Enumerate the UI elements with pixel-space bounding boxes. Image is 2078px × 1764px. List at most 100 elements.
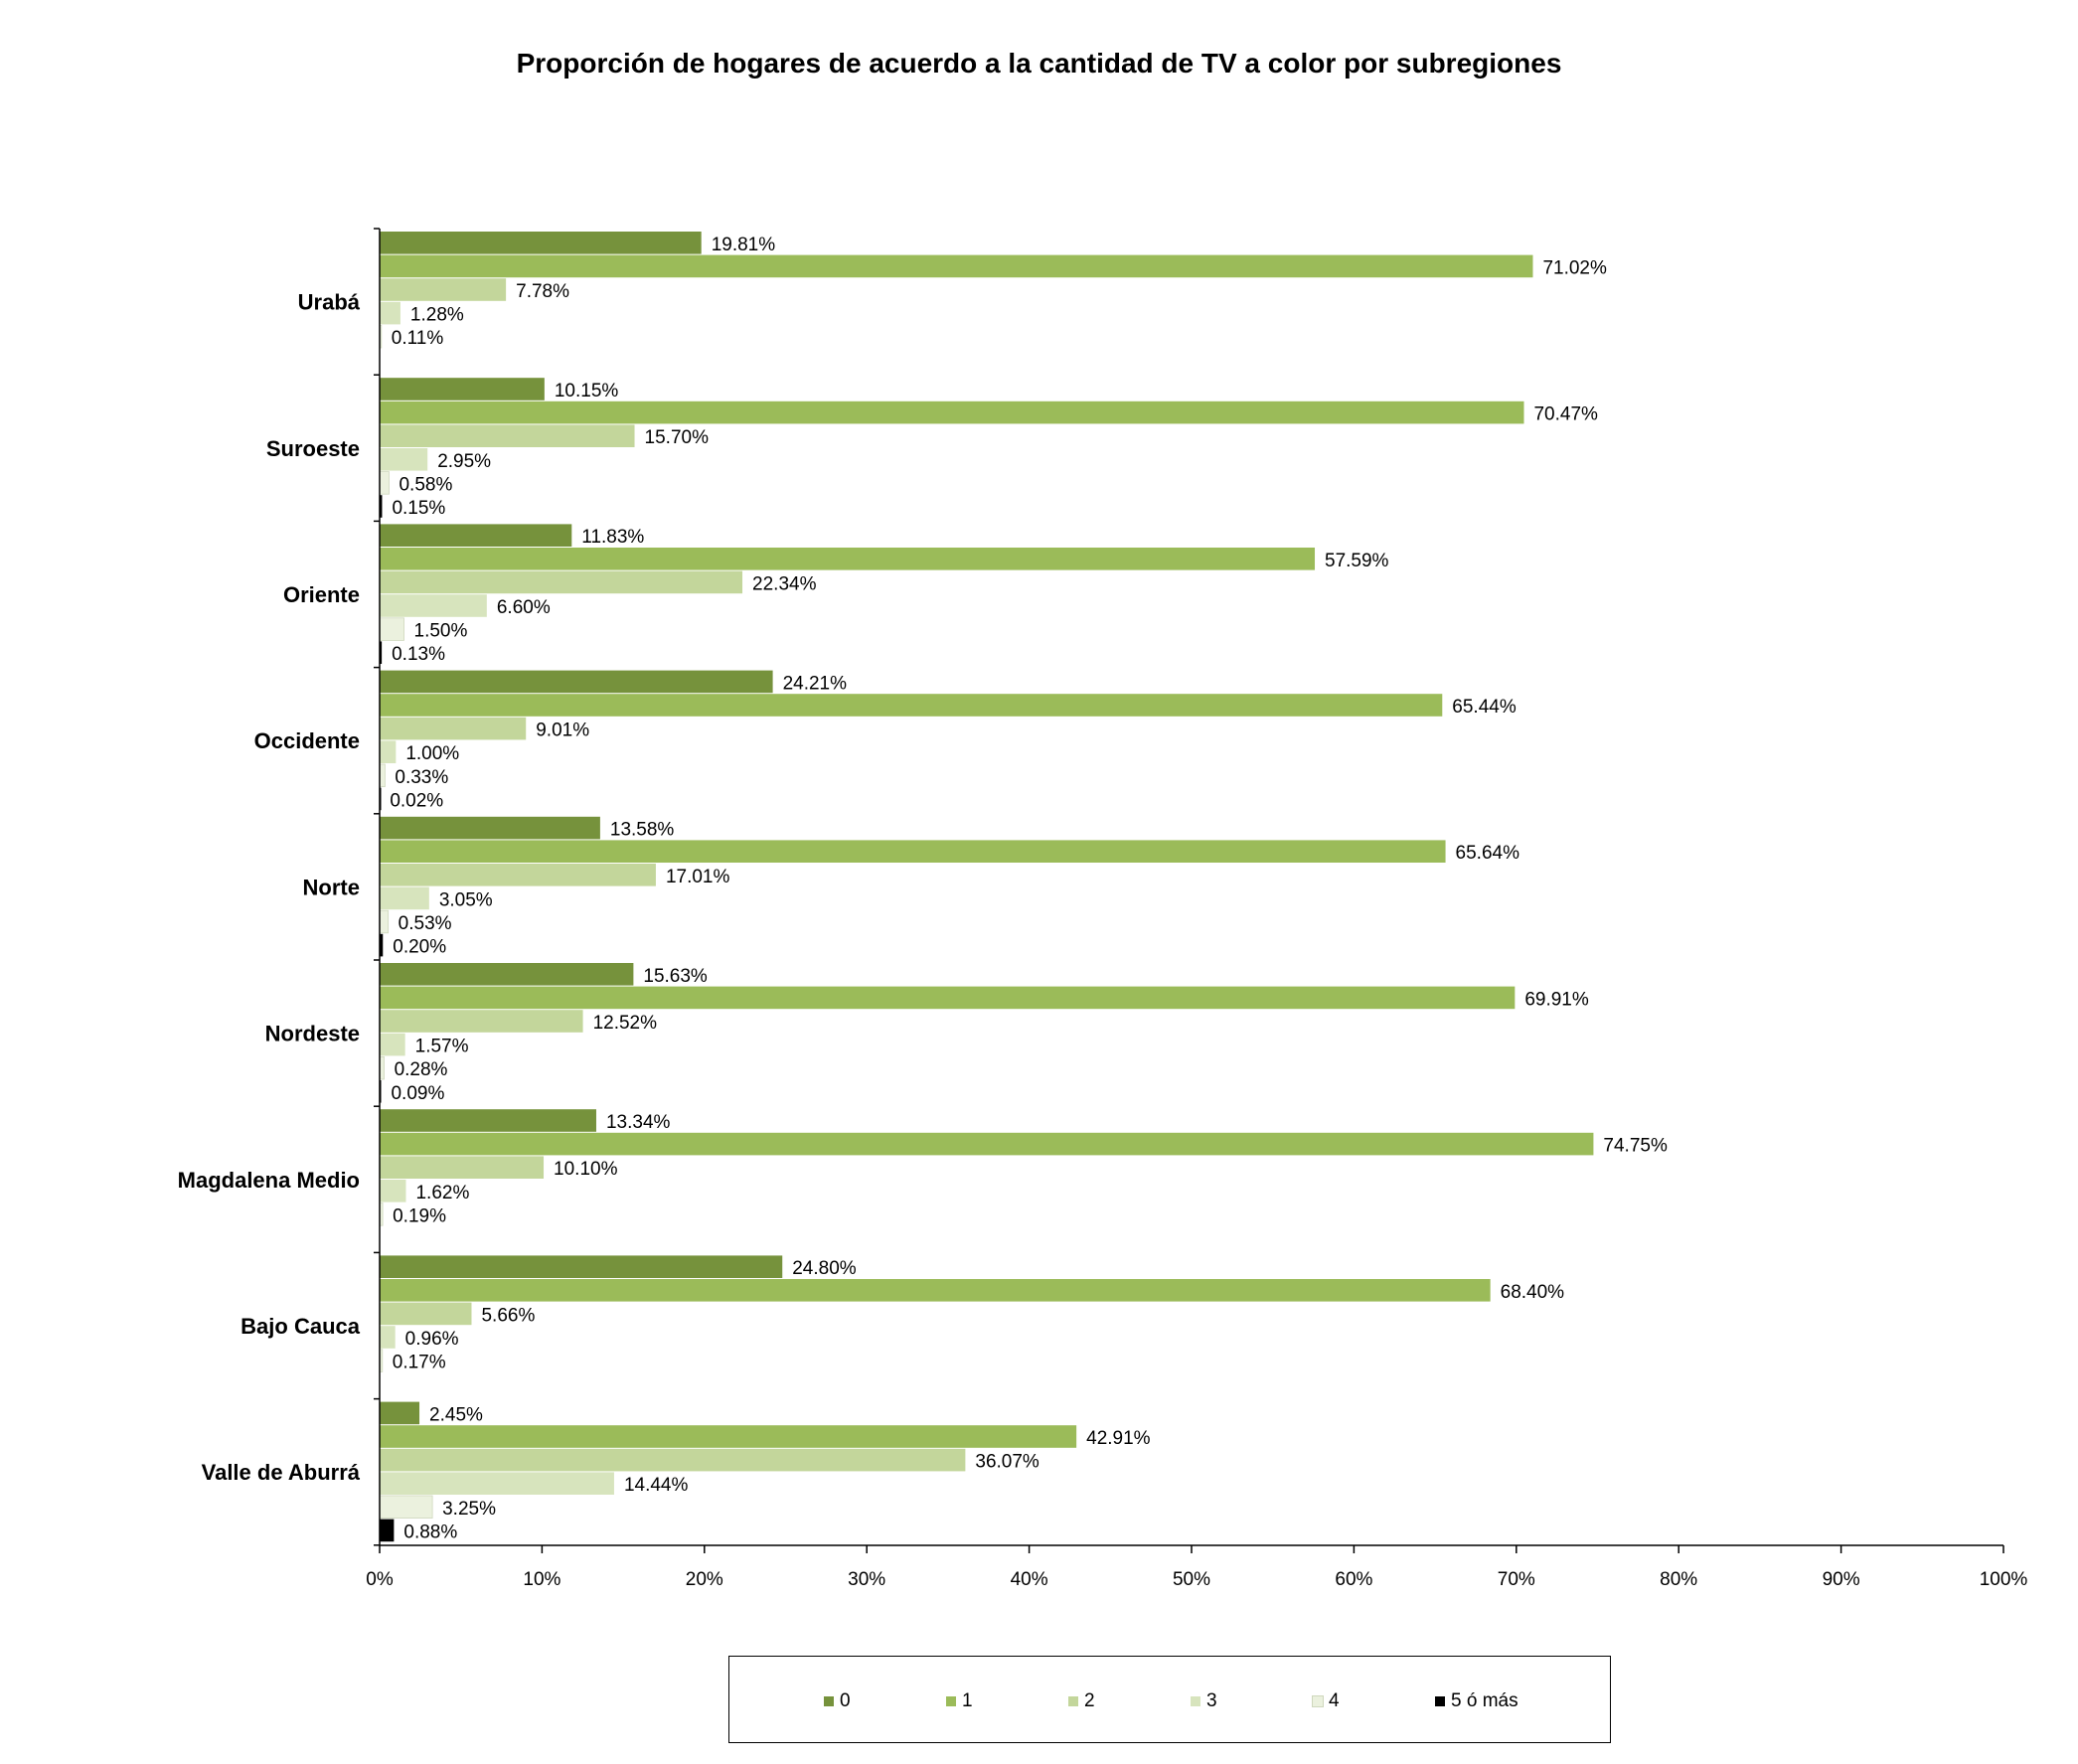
bar-occidente-1 (380, 694, 1443, 717)
bar-norte-0 (380, 816, 600, 840)
data-label-suroeste-1: 70.47% (1533, 404, 1598, 425)
data-label-bajo-cauca-3: 0.96% (405, 1329, 459, 1350)
bar-valle-de-aburra-5-o-mas (380, 1519, 395, 1542)
bar-bajo-cauca-3 (380, 1326, 396, 1349)
bar-nordeste-3 (380, 1033, 405, 1056)
bar-norte-3 (380, 886, 429, 910)
category-label-valle-de-aburra: Valle de Aburrá (202, 1460, 361, 1485)
bar-nordeste-2 (380, 1010, 583, 1033)
bar-uraba-2 (380, 278, 507, 301)
data-label-oriente-4: 1.50% (414, 621, 468, 642)
legend-label: 4 (1329, 1690, 1340, 1711)
bar-valle-de-aburra-4 (379, 1495, 433, 1520)
chart-title: Proporción de hogares de acuerdo a la ca… (516, 48, 1562, 79)
data-label-magdalena-medio-1: 74.75% (1603, 1136, 1668, 1157)
x-tick-label: 90% (1823, 1569, 1860, 1590)
legend-item-5-o-mas: 5 ó más (1435, 1690, 1519, 1712)
data-label-uraba-3: 1.28% (410, 305, 464, 326)
data-label-suroeste-4: 0.58% (399, 474, 452, 495)
data-label-nordeste-5-o-mas: 0.09% (391, 1083, 444, 1104)
legend-label: 3 (1206, 1690, 1217, 1711)
data-label-uraba-4: 0.11% (392, 328, 444, 349)
data-label-bajo-cauca-0: 24.80% (792, 1258, 857, 1279)
data-label-occidente-2: 9.01% (536, 721, 589, 741)
x-tick-label: 40% (1011, 1569, 1048, 1590)
category-label-occidente: Occidente (254, 728, 360, 753)
bar-magdalena-medio-1 (380, 1132, 1594, 1156)
bar-bajo-cauca-1 (380, 1279, 1491, 1302)
legend-swatch (1312, 1695, 1324, 1707)
x-tick-label: 10% (523, 1569, 560, 1590)
data-label-norte-4: 0.53% (399, 913, 452, 934)
data-label-valle-de-aburra-0: 2.45% (429, 1404, 483, 1425)
data-label-uraba-1: 71.02% (1542, 257, 1607, 278)
bar-suroeste-0 (380, 378, 545, 401)
category-label-norte: Norte (303, 875, 360, 899)
legend-label: 1 (962, 1690, 973, 1711)
bar-oriente-2 (380, 570, 743, 594)
data-label-nordeste-0: 15.63% (643, 966, 708, 987)
data-label-nordeste-1: 69.91% (1524, 989, 1589, 1010)
data-label-occidente-3: 1.00% (405, 743, 459, 764)
x-tick-label: 20% (686, 1569, 723, 1590)
labels-layer: Urabá 19.81% 71.02% 7.78% 1.28%0.11% Suroeste… (178, 235, 1668, 1543)
bar-oriente-1 (380, 548, 1316, 570)
data-label-valle-de-aburra-2: 36.07% (975, 1452, 1039, 1473)
x-tick-label: 0% (366, 1569, 394, 1590)
category-label-nordeste: Nordeste (265, 1022, 360, 1046)
bar-magdalena-medio-0 (380, 1109, 596, 1132)
data-label-magdalena-medio-2: 10.10% (554, 1159, 618, 1180)
bar-oriente-4 (379, 617, 404, 641)
bar-occidente-3 (380, 740, 397, 763)
data-label-suroeste-0: 10.15% (555, 381, 619, 401)
legend-item-0: 0 (824, 1690, 851, 1712)
bar-occidente-4 (379, 763, 386, 788)
bar-oriente-3 (380, 594, 487, 617)
data-label-bajo-cauca-1: 68.40% (1501, 1282, 1565, 1303)
data-label-norte-3: 3.05% (439, 889, 493, 910)
bar-oriente-5-o-mas (380, 641, 383, 664)
bar-bajo-cauca-2 (380, 1302, 472, 1326)
x-tick-label: 30% (848, 1569, 885, 1590)
bar-magdalena-medio-2 (380, 1156, 545, 1179)
x-tick-label: 60% (1335, 1569, 1372, 1590)
data-label-magdalena-medio-4: 0.19% (393, 1205, 446, 1226)
data-label-bajo-cauca-4: 0.17% (393, 1353, 446, 1373)
legend-swatch (1191, 1696, 1200, 1706)
bar-norte-2 (380, 864, 656, 886)
data-label-valle-de-aburra-5-o-mas: 0.88% (403, 1522, 457, 1542)
data-label-uraba-2: 7.78% (516, 281, 569, 302)
data-label-occidente-0: 24.21% (783, 673, 848, 694)
bars-layer (379, 232, 1594, 1542)
category-label-uraba: Urabá (298, 290, 361, 315)
legend-label: 5 ó más (1451, 1690, 1519, 1711)
bar-occidente-0 (380, 670, 773, 694)
bar-uraba-0 (380, 232, 702, 254)
data-label-valle-de-aburra-1: 42.91% (1086, 1428, 1151, 1449)
category-label-magdalena-medio: Magdalena Medio (178, 1168, 360, 1193)
data-label-magdalena-medio-0: 13.34% (606, 1112, 671, 1133)
bar-nordeste-1 (380, 986, 1516, 1010)
x-tick-label: 70% (1498, 1569, 1535, 1590)
data-label-suroeste-2: 15.70% (645, 427, 710, 448)
x-tick-label: 80% (1660, 1569, 1697, 1590)
bar-suroeste-4 (379, 471, 390, 495)
data-label-occidente-1: 65.44% (1452, 697, 1517, 718)
legend-label: 0 (840, 1690, 851, 1711)
category-label-bajo-cauca: Bajo Cauca (240, 1314, 361, 1339)
bar-valle-de-aburra-3 (380, 1472, 614, 1495)
legend: 0 1 2 3 4 5 ó más (728, 1656, 1611, 1743)
bar-valle-de-aburra-2 (380, 1448, 966, 1472)
bar-suroeste-2 (380, 424, 635, 447)
data-label-uraba-0: 19.81% (712, 235, 776, 255)
axes-layer: 0% 10% 20% 30% 40% 50% 60% 70% 80% 90% 100% (366, 228, 2027, 1590)
data-label-nordeste-3: 1.57% (415, 1037, 469, 1057)
data-label-magdalena-medio-3: 1.62% (415, 1183, 469, 1203)
bar-suroeste-3 (380, 448, 428, 471)
data-label-occidente-5-o-mas: 0.02% (390, 790, 443, 811)
bar-occidente-2 (380, 717, 527, 740)
bar-norte-1 (380, 840, 1446, 863)
data-label-oriente-5-o-mas: 0.13% (392, 644, 445, 665)
legend-item-2: 2 (1068, 1690, 1095, 1712)
